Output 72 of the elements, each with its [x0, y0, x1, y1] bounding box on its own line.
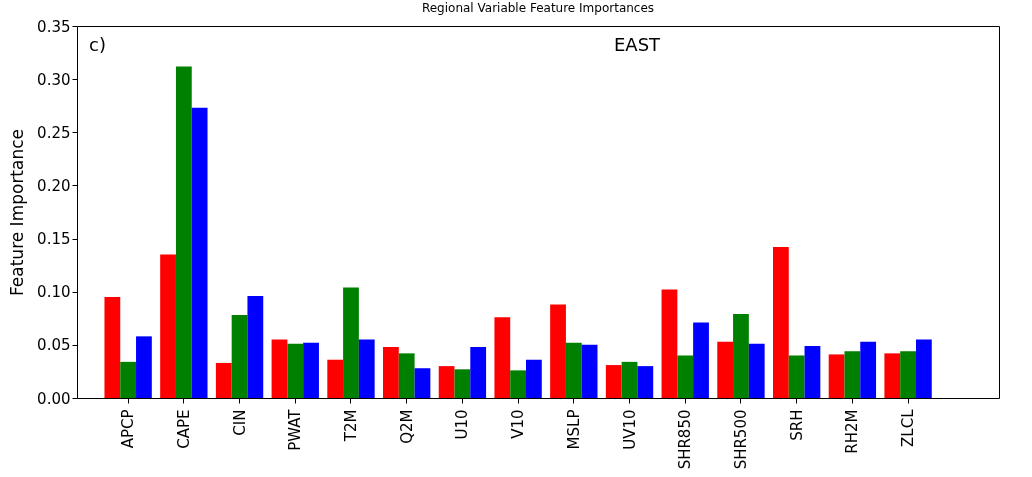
- x-tick-label: CAPE: [174, 409, 193, 449]
- bar: [494, 317, 511, 398]
- y-tick-label: 0.05: [37, 336, 71, 355]
- y-tick-label: 0.15: [37, 230, 71, 249]
- x-tick-label: SRH: [787, 409, 806, 441]
- bar: [303, 342, 319, 398]
- x-tick-label: SHR850: [676, 409, 695, 470]
- bar: [136, 336, 152, 398]
- bar: [510, 370, 526, 398]
- bar: [104, 297, 121, 398]
- bar: [160, 254, 176, 398]
- bar: [661, 289, 678, 398]
- x-tick-label: MSLP: [564, 409, 583, 450]
- bar: [247, 295, 264, 398]
- bar: [804, 345, 821, 398]
- bar: [398, 353, 415, 398]
- bar: [788, 355, 805, 398]
- bar: [215, 362, 232, 398]
- bar: [605, 365, 622, 398]
- annotation: c): [89, 34, 106, 55]
- bar: [828, 354, 845, 398]
- y-tick-label: 0.00: [37, 389, 71, 408]
- bar: [733, 314, 749, 398]
- x-tick-label: UV10: [620, 409, 639, 450]
- x-tick-label: ZLCL: [899, 408, 918, 447]
- y-tick-label: 0.25: [37, 123, 71, 142]
- bar: [693, 322, 709, 398]
- bar: [191, 107, 208, 398]
- bar: [915, 339, 932, 398]
- chart-title: Regional Variable Feature Importances: [421, 1, 655, 15]
- x-tick-label: APCP: [119, 409, 138, 449]
- bar: [175, 66, 192, 398]
- bar: [884, 353, 901, 398]
- bar: [581, 344, 598, 398]
- y-axis-title: Feature Importance: [7, 128, 28, 297]
- bar: [343, 287, 359, 398]
- bar: [526, 359, 542, 398]
- bar: [414, 368, 431, 398]
- bar: [621, 361, 638, 398]
- bar: [844, 351, 861, 398]
- bar: [327, 359, 344, 398]
- bar: [637, 366, 654, 398]
- x-tick-label: V10: [509, 409, 528, 439]
- y-tick-label: 0.20: [37, 176, 71, 195]
- y-tick-label: 0.35: [37, 17, 71, 36]
- bar: [438, 366, 455, 398]
- bar: [565, 342, 582, 398]
- x-tick-label: SHR500: [731, 409, 750, 470]
- bar: [271, 339, 288, 398]
- x-tick-label: CIN: [230, 409, 249, 436]
- x-tick-label: T2M: [341, 409, 360, 443]
- bar: [470, 346, 487, 398]
- bar: [860, 341, 877, 398]
- bar: [772, 247, 789, 398]
- bar: [454, 369, 471, 398]
- x-tick-label: U10: [453, 409, 472, 440]
- x-tick-label: RH2M: [843, 409, 862, 454]
- bar: [358, 339, 375, 398]
- x-tick-label: Q2M: [397, 409, 416, 444]
- bar: [120, 361, 137, 398]
- bar: [717, 341, 734, 398]
- x-tick-label: PWAT: [286, 408, 305, 451]
- bar: [748, 343, 765, 398]
- annotation: EAST: [613, 34, 662, 55]
- y-tick-label: 0.30: [37, 70, 71, 89]
- bar: [383, 346, 399, 398]
- y-tick-label: 0.10: [37, 283, 71, 302]
- bar: [550, 304, 566, 398]
- bar: [231, 315, 248, 398]
- bar: [287, 343, 304, 398]
- bar: [900, 351, 916, 398]
- bar: [677, 355, 694, 398]
